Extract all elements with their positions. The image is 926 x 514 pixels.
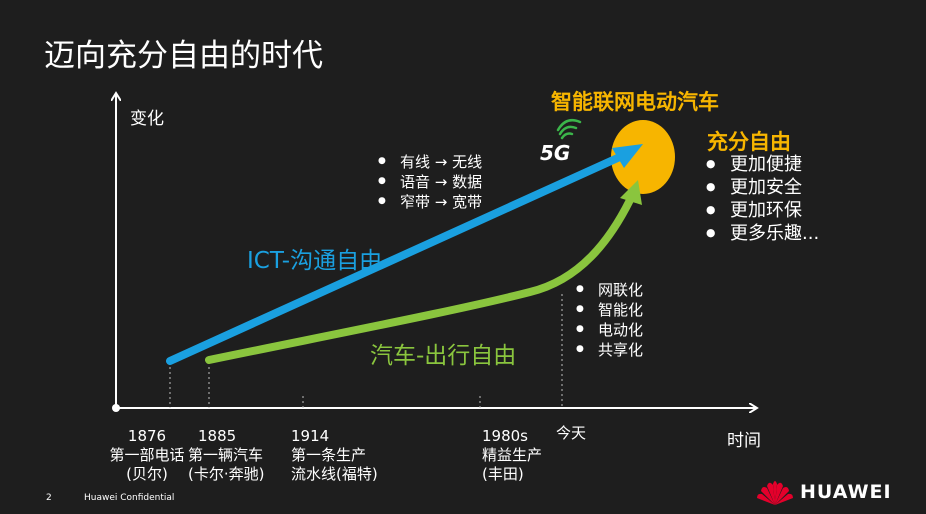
freedom-list: 更加便捷 更加安全 更加环保 更多乐趣... [706, 153, 819, 245]
timeline-guides [169, 294, 563, 408]
timeline-entry: 1876 第一部电话 (贝尔) [92, 427, 202, 484]
car-label: 汽车-出行自由 [370, 343, 517, 369]
list-item: 有线 → 无线 [378, 152, 482, 172]
target-circle [611, 120, 675, 194]
brand-name: HUAWEI [800, 481, 892, 503]
timeline-year: 1980s [482, 427, 528, 445]
freedom-title: 充分自由 [707, 130, 791, 154]
car-list: 网联化 智能化 电动化 共享化 [576, 280, 643, 360]
5g-badge: 5G [540, 141, 571, 165]
timeline-who: (贝尔) [126, 465, 168, 483]
timeline-event: 精益生产 [482, 446, 543, 464]
page-number: 2 [46, 493, 52, 503]
list-item: 电动化 [576, 320, 643, 340]
x-axis-label: 时间 [727, 431, 761, 451]
list-item: 智能化 [576, 300, 643, 320]
list-item: 共享化 [576, 340, 643, 360]
huawei-logo-icon [757, 481, 793, 505]
car-arrow-line [205, 196, 634, 364]
list-item: 更加环保 [706, 199, 819, 222]
ict-arrow-line [166, 152, 626, 365]
signal-icon [556, 119, 582, 140]
timeline-who: (卡尔·奔驰) [188, 465, 265, 483]
timeline-who: (丰田) [482, 465, 524, 483]
list-item: 更加便捷 [706, 153, 819, 176]
list-item: 更加安全 [706, 176, 819, 199]
list-item: 语音 → 数据 [378, 172, 482, 192]
timeline-year: 1914 [291, 427, 330, 445]
timeline-year: 今天 [556, 424, 587, 442]
list-item: 更多乐趣... [706, 222, 819, 245]
timeline-event: 第一条生产 [291, 446, 367, 464]
timeline-entry: 1980s 精益生产 (丰田) [482, 427, 572, 484]
y-axis-label: 变化 [130, 109, 164, 129]
page-title: 迈向充分自由的时代 [44, 38, 323, 74]
confidential-note: Huawei Confidential [84, 493, 175, 503]
ict-arrow-head [612, 144, 643, 168]
target-label: 智能联网电动汽车 [551, 90, 719, 114]
car-arrow-head [620, 180, 642, 205]
list-item: 窄带 → 宽带 [378, 192, 482, 212]
ict-list: 有线 → 无线 语音 → 数据 窄带 → 宽带 [378, 152, 482, 212]
timeline-event: 第一辆汽车 [188, 446, 264, 464]
timeline-year: 1876 [127, 427, 167, 445]
timeline-entry: 1885 第一辆汽车 (卡尔·奔驰) [188, 427, 288, 484]
timeline-event: 第一部电话 [109, 446, 185, 464]
timeline-entry: 今天 [556, 424, 606, 443]
list-item: 网联化 [576, 280, 643, 300]
timeline-who: 流水线(福特) [291, 465, 378, 483]
timeline-year: 1885 [198, 427, 237, 445]
axis-origin [112, 404, 120, 412]
timeline-entry: 1914 第一条生产 流水线(福特) [291, 427, 401, 484]
ict-label: ICT-沟通自由 [247, 248, 383, 274]
